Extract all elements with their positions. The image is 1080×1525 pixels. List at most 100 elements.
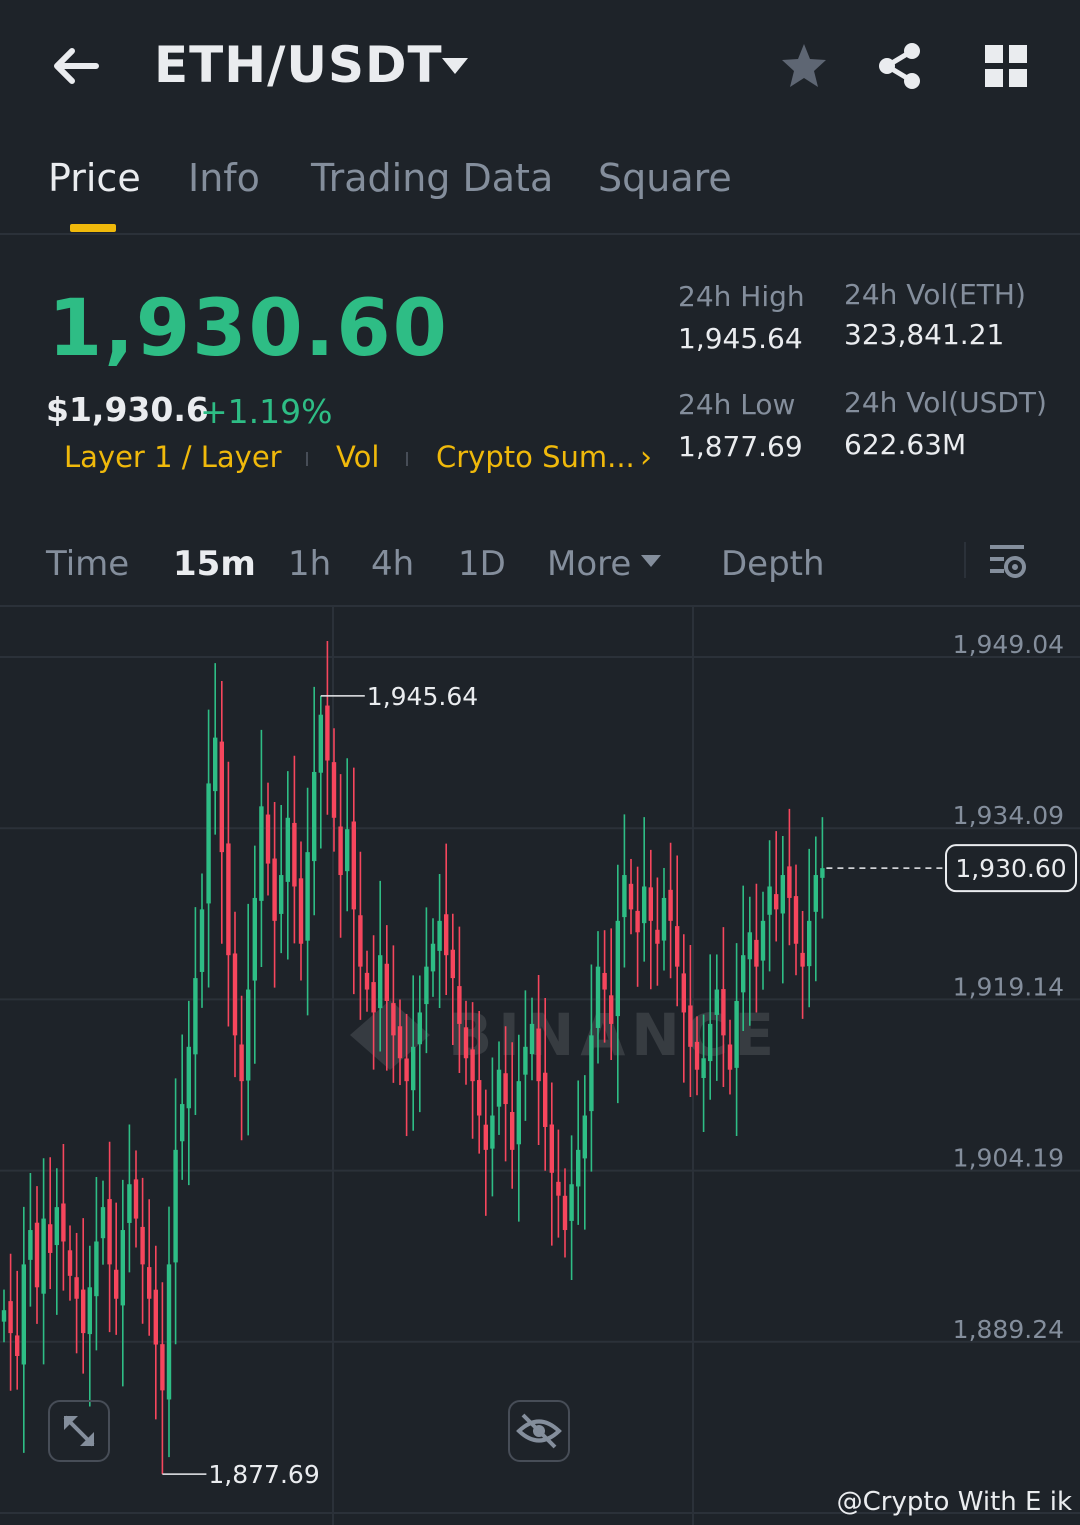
candle-body [813, 875, 818, 912]
tab-active-indicator [70, 224, 116, 232]
candle-body [411, 1046, 416, 1091]
candle-body [417, 1012, 422, 1045]
y-tick-label: 1,919.14 [953, 972, 1064, 1001]
candle-body [655, 929, 660, 944]
candle-body [239, 1044, 244, 1082]
tag-layer1[interactable]: Layer 1 / Layer [64, 440, 282, 474]
watermark-handle: @Crypto With E ik [836, 1487, 1072, 1517]
interval-time[interactable]: Time [46, 544, 130, 584]
back-button[interactable] [48, 40, 104, 92]
candle-body [107, 1199, 112, 1265]
star-icon[interactable] [778, 40, 830, 92]
candle-body [232, 953, 238, 1036]
tab-price[interactable]: Price [48, 156, 141, 200]
candle-body [708, 1023, 713, 1062]
candle-body [28, 1230, 33, 1260]
candle-body [252, 897, 257, 981]
candle-body [305, 852, 310, 941]
candle-body [265, 814, 271, 864]
candle-body [430, 943, 436, 972]
interval-more[interactable]: More [547, 544, 632, 584]
candle-body [622, 875, 627, 918]
tab-trading-data[interactable]: Trading Data [311, 156, 554, 200]
candlestick-chart[interactable]: 1,949.04 1,934.09 1,919.14 1,904.19 1,889.24… [0, 606, 1080, 1525]
candle-body [292, 822, 297, 887]
candle-body [312, 771, 317, 862]
candle-body [444, 914, 449, 956]
interval-1d[interactable]: 1D [458, 544, 506, 584]
hide-indicators-button[interactable] [508, 1400, 570, 1462]
interval-15m[interactable]: 15m [173, 544, 256, 584]
candle-body [437, 920, 442, 951]
candle-body [285, 817, 290, 882]
tag-separator [306, 452, 308, 466]
candle-body [787, 866, 792, 898]
vol-usdt-value: 622.63M [844, 428, 967, 461]
candle-body [193, 978, 198, 1055]
candle-body [602, 972, 607, 990]
candle-body [701, 1058, 706, 1078]
candle-body [688, 1005, 693, 1047]
tab-square[interactable]: Square [598, 156, 732, 200]
candle-body [800, 952, 805, 967]
candle-body [424, 966, 429, 1005]
vol-eth-label: 24h Vol(ETH) [844, 278, 1026, 311]
low-marker-label: 1,877.69 [208, 1460, 319, 1489]
candle-body [331, 762, 337, 818]
fullscreen-button[interactable] [48, 1400, 110, 1462]
candle-body [298, 878, 304, 944]
candle-body [100, 1207, 106, 1239]
y-tick-label: 1,904.19 [953, 1144, 1064, 1173]
candle-body [351, 821, 356, 910]
candle-body [450, 949, 455, 979]
candle-body [364, 972, 370, 990]
candle-body [760, 920, 766, 961]
tabs-divider [0, 233, 1080, 235]
chevron-right-icon[interactable]: › [640, 440, 652, 475]
candle-body [569, 1184, 574, 1221]
tag-crypto-sum[interactable]: Crypto Sum... [436, 440, 635, 474]
candle-body [41, 1218, 46, 1294]
candle-body [384, 963, 389, 1002]
candle-body [556, 1181, 561, 1196]
candle-body [34, 1222, 40, 1288]
candle-body [166, 1264, 172, 1400]
last-price: 1,930.60 [48, 284, 449, 374]
candle-body [562, 1195, 568, 1231]
candle-body [523, 1046, 528, 1075]
tab-info[interactable]: Info [188, 156, 260, 200]
candle-body [477, 1080, 482, 1116]
chevron-down-icon[interactable] [640, 552, 662, 570]
candle-body [21, 1264, 26, 1365]
candle-body [628, 883, 634, 910]
candle-body [397, 1026, 403, 1059]
candle-body [74, 1277, 79, 1299]
candle-body [338, 826, 343, 876]
candle-body [81, 1289, 86, 1334]
low-value: 1,877.69 [678, 430, 803, 463]
candle-body [358, 915, 363, 967]
interval-4h[interactable]: 4h [371, 544, 415, 584]
grid-icon[interactable] [980, 40, 1032, 92]
candle-body [807, 920, 812, 967]
candle-body [470, 1049, 475, 1082]
interval-1h[interactable]: 1h [288, 544, 332, 584]
chevron-down-icon[interactable] [440, 52, 470, 78]
candle-body [635, 910, 640, 933]
candle-body [609, 995, 614, 1024]
candle-body [483, 1124, 488, 1150]
high-label: 24h High [678, 280, 805, 313]
candle-body [15, 1335, 20, 1356]
candle-body [325, 705, 330, 761]
candle-body [793, 896, 799, 944]
candle-body [371, 982, 376, 1013]
candle-body [721, 989, 726, 1036]
chart-settings-icon[interactable] [988, 542, 1028, 582]
pair-title[interactable]: ETH/USDT [154, 36, 443, 94]
candle-body [404, 1058, 409, 1082]
interval-depth[interactable]: Depth [721, 544, 825, 584]
share-icon[interactable] [874, 40, 926, 92]
candle-body [94, 1241, 99, 1297]
candle-body [8, 1301, 13, 1334]
tag-vol[interactable]: Vol [336, 440, 380, 474]
